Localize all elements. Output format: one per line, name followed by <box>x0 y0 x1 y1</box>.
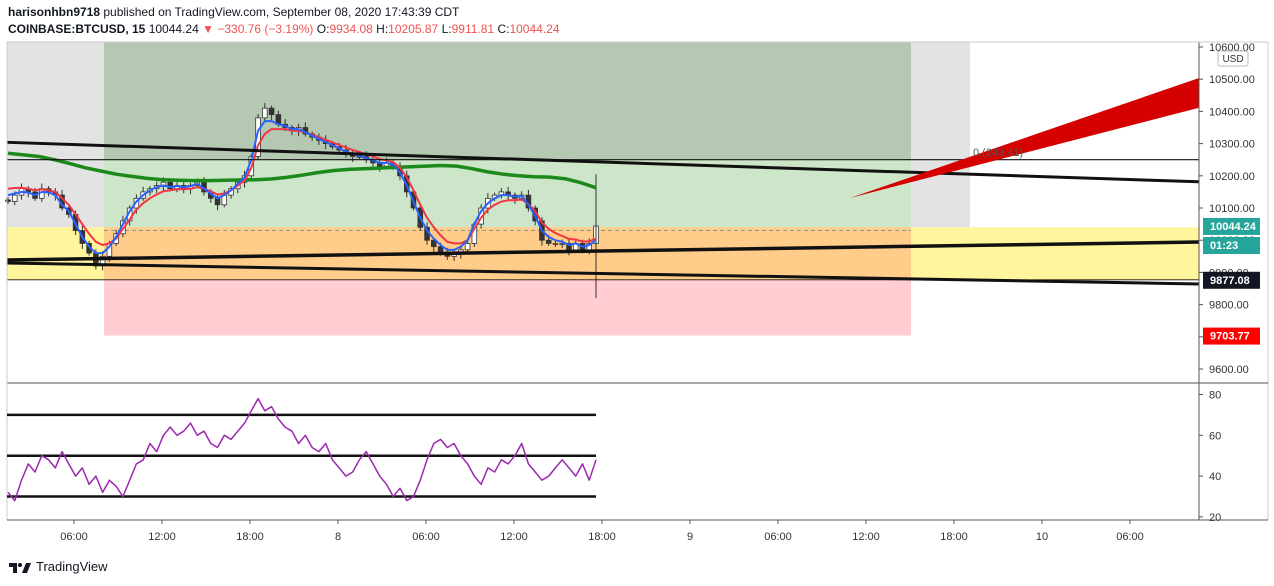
time-tick-label: 06:00 <box>1116 531 1144 543</box>
time-tick-label: 06:00 <box>412 531 440 543</box>
candle-body <box>262 107 268 119</box>
currency-badge <box>1217 50 1249 67</box>
price-tick-label: 9600.00 <box>1209 364 1249 376</box>
price-tick-label: 10400.00 <box>1209 106 1255 118</box>
time-tick-label: 12:00 <box>500 531 528 543</box>
price-label-text: 01:23 <box>1210 240 1238 252</box>
rsi-tick-label: 80 <box>1209 390 1221 402</box>
symbol-legend: COINBASE:BTCUSD, 15 10044.24 ▼ −330.76 (… <box>8 22 560 36</box>
price-axis <box>1199 42 1274 586</box>
time-tick-label: 18:00 <box>236 531 264 543</box>
rsi-line <box>7 397 597 502</box>
price-tick-label: 9800.00 <box>1209 300 1249 312</box>
open-value: 9934.08 <box>329 22 373 36</box>
price-label-box <box>1203 217 1260 235</box>
falling-support-line <box>6 261 1200 286</box>
candle-body <box>214 197 221 206</box>
time-tick-label: 18:00 <box>588 531 616 543</box>
resistance-trendline <box>6 140 1200 184</box>
time-tick-label: 12:00 <box>148 531 176 543</box>
footer-brand[interactable]: TradingView <box>36 559 108 574</box>
time-tick-label: 8 <box>335 531 341 543</box>
price-label-box <box>1203 271 1260 289</box>
price-label-text: 9877.08 <box>1210 275 1250 287</box>
price-tick-label: 10100.00 <box>1209 203 1255 215</box>
rsi-tick-label: 60 <box>1209 430 1221 442</box>
time-tick-label: 06:00 <box>60 531 88 543</box>
price-label-text: 9703.77 <box>1210 331 1250 343</box>
open-label: O: <box>316 22 330 36</box>
last-price: 10044.24 <box>148 22 199 36</box>
candle-body <box>464 243 471 251</box>
high-label: H: <box>376 22 389 36</box>
candle-body <box>5 199 11 202</box>
candle-body <box>167 181 173 190</box>
rsi-tick-label: 20 <box>1209 512 1221 524</box>
stop-zone <box>104 279 911 336</box>
low-value: 9911.81 <box>451 22 495 36</box>
low-label: L: <box>441 22 452 36</box>
rsi-tick-label: 40 <box>1209 471 1221 483</box>
fast-ema-line <box>7 120 597 255</box>
publish-info: harisonhbn9718 published on TradingView.… <box>8 5 459 19</box>
author-name[interactable]: harisonhbn9718 <box>8 5 101 19</box>
rising-support-line <box>6 240 1200 262</box>
price-tick-label: 10500.00 <box>1209 74 1255 86</box>
time-tick-label: 18:00 <box>940 531 968 543</box>
time-tick-label: 10 <box>1036 531 1048 543</box>
currency-label: USD <box>1222 54 1243 65</box>
publish-text: published on TradingView.com, September … <box>100 5 460 19</box>
price-label-text: 10044.24 <box>1210 221 1257 233</box>
time-tick-label: 12:00 <box>852 531 880 543</box>
long-ma-line <box>7 151 597 190</box>
target-zone-dark <box>104 42 911 160</box>
close-value: 10044.24 <box>509 22 560 36</box>
candle-body <box>268 107 275 116</box>
tradingview-logo-icon <box>9 562 31 573</box>
footer: TradingView <box>8 559 108 574</box>
candle-body <box>431 239 437 248</box>
projection-wedge <box>850 77 1202 198</box>
close-label: C: <box>497 22 510 36</box>
down-arrow-icon: ▼ <box>202 22 214 36</box>
price-tick-label: 10200.00 <box>1209 171 1255 183</box>
price-change: −330.76 (−3.19%) <box>217 22 314 36</box>
high-value: 10205.87 <box>388 22 439 36</box>
symbol-name[interactable]: COINBASE:BTCUSD, 15 <box>8 22 146 36</box>
price-label-box <box>1203 327 1260 345</box>
projection-annotation: 0.(243.41) <box>973 147 1023 159</box>
time-tick-label: 9 <box>687 531 693 543</box>
candle-body <box>11 194 18 202</box>
price-label-box <box>1203 237 1260 254</box>
candle-body <box>545 239 552 244</box>
time-tick-label: 06:00 <box>764 531 792 543</box>
candle-body <box>552 243 559 245</box>
price-tick-label: 10300.00 <box>1209 139 1255 151</box>
